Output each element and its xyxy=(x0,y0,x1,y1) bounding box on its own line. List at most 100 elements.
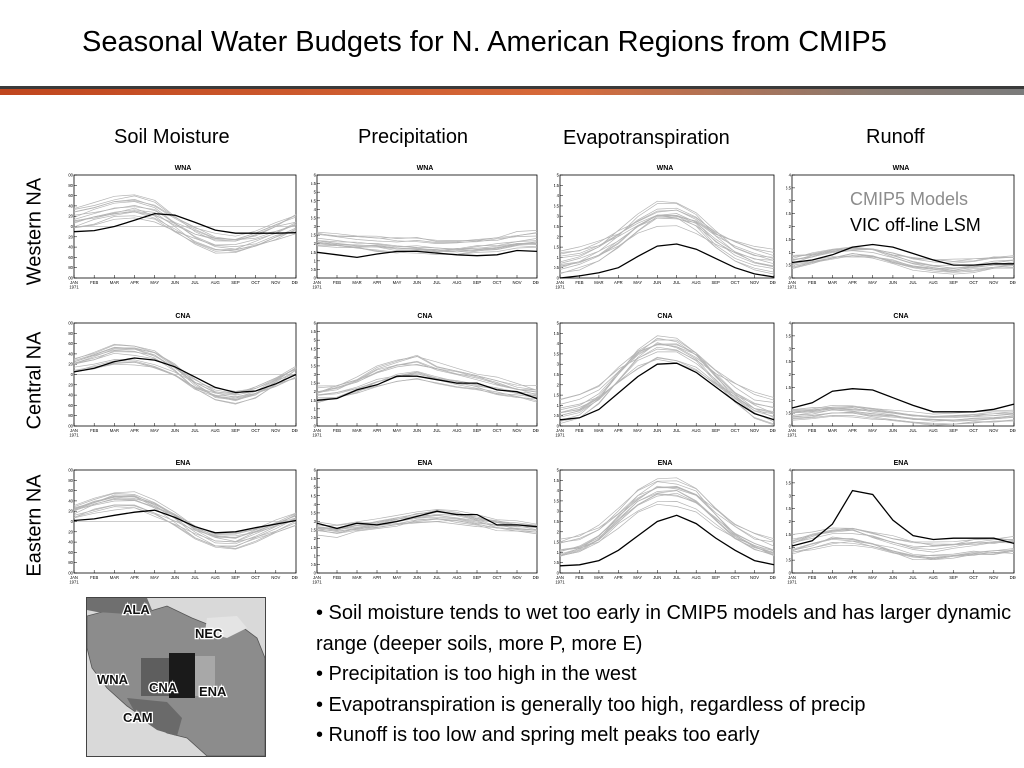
y-tick-label: 3.5 xyxy=(554,498,560,503)
series-line-cmip5-model xyxy=(73,350,297,404)
x-tick-label: OCT xyxy=(731,280,740,285)
series-line-cmip5-model xyxy=(559,217,775,274)
x-tick-label: OCT xyxy=(969,280,978,285)
x-tick-label: FEB xyxy=(808,428,816,433)
y-tick-label: 4 xyxy=(789,468,792,473)
x-tick-label: JUN xyxy=(171,280,179,285)
x-tick-label: MAR xyxy=(594,280,603,285)
series-line-cmip5-model xyxy=(791,540,1015,557)
x-tick-label: APR xyxy=(373,428,382,433)
y-tick-label: 40 xyxy=(68,203,73,208)
column-header-soil-moisture: Soil Moisture xyxy=(114,126,230,148)
y-tick-label: -60 xyxy=(68,550,74,555)
x-tick-label: MAR xyxy=(352,280,361,285)
series-line-cmip5-model xyxy=(791,412,1015,425)
y-tick-label: 0 xyxy=(314,571,317,576)
y-tick-label: 6 xyxy=(314,321,317,326)
x-tick-label: OCT xyxy=(493,428,502,433)
x-tick-label: JUL xyxy=(433,575,441,580)
series-line-vic xyxy=(559,514,775,567)
y-tick-label: 3 xyxy=(789,346,792,351)
y-tick-label: 60 xyxy=(68,341,73,346)
x-tick-label: AUG xyxy=(692,428,701,433)
y-tick-label: 0 xyxy=(557,571,560,576)
series-line-vic xyxy=(559,362,775,421)
map-label-cam: CAM xyxy=(123,710,153,725)
x-tick-label: MAY xyxy=(633,575,642,580)
series-line-cmip5-model xyxy=(316,516,538,529)
y-tick-label: 3 xyxy=(557,214,560,219)
y-tick-label: 2.5 xyxy=(311,233,317,238)
x-tick-label: JAN xyxy=(70,428,78,433)
x-tick-label: NOV xyxy=(750,428,759,433)
x-tick-label: JUN xyxy=(889,428,897,433)
x-tick-label: SEP xyxy=(949,428,958,433)
series-line-cmip5-model xyxy=(73,491,297,539)
map-label-ala: ALA xyxy=(123,602,150,617)
x-tick-label: APR xyxy=(130,280,139,285)
series-line-cmip5-model xyxy=(316,519,538,532)
plot-frame xyxy=(791,469,1015,574)
region-map-graphic: ALA NEC WNA CNA ENA CAM xyxy=(87,598,265,756)
x-tick-label: MAY xyxy=(150,575,159,580)
y-tick-label: 1.5 xyxy=(786,532,792,537)
x-tick-label: 1971 xyxy=(312,580,322,585)
column-header-evapotranspiration: Evapotranspiration xyxy=(563,127,730,149)
x-tick-label: JAN xyxy=(70,575,78,580)
series-line-cmip5-model xyxy=(73,207,297,254)
x-tick-label: FEB xyxy=(90,280,98,285)
x-tick-label: JAN xyxy=(556,575,564,580)
x-tick-label: JUL xyxy=(191,280,199,285)
y-tick-label: 4 xyxy=(557,193,560,198)
x-tick-label: JAN xyxy=(788,428,796,433)
y-tick-label: 3.5 xyxy=(786,185,792,190)
x-tick-label: 1971 xyxy=(69,580,79,585)
x-tick-label: NOV xyxy=(989,280,998,285)
y-tick-label: 1.5 xyxy=(554,245,560,250)
column-header-runoff: Runoff xyxy=(866,126,925,148)
x-tick-label: SEP xyxy=(473,575,482,580)
bullet-item: • Evapotranspiration is generally too hi… xyxy=(316,693,866,716)
x-tick-label: APR xyxy=(848,280,857,285)
series-line-cmip5-model xyxy=(316,240,538,250)
chart-title: CNA xyxy=(657,313,672,320)
x-tick-label: JUN xyxy=(171,575,179,580)
series-line-vic xyxy=(791,388,1015,413)
x-tick-label: MAY xyxy=(868,280,877,285)
y-tick-label: 4 xyxy=(314,502,317,507)
x-tick-label: MAR xyxy=(828,428,837,433)
x-tick-label: JUL xyxy=(673,575,681,580)
y-tick-label: 1.5 xyxy=(554,393,560,398)
map-label-wna: WNA xyxy=(97,672,129,687)
x-tick-label: MAY xyxy=(633,428,642,433)
bullet-item: • Soil moisture tends to wet too early i… xyxy=(316,602,1012,655)
map-label-cna: CNA xyxy=(149,680,178,695)
x-tick-label: 1971 xyxy=(69,433,79,438)
plot-frame xyxy=(559,322,775,427)
y-tick-label: 4 xyxy=(789,173,792,178)
x-tick-label: MAR xyxy=(594,428,603,433)
series-line-cmip5-model xyxy=(73,195,297,241)
series-line-cmip5-model xyxy=(73,211,297,252)
y-tick-label: -40 xyxy=(68,540,74,545)
x-tick-label: FEB xyxy=(575,428,583,433)
y-tick-label: 2 xyxy=(789,224,792,229)
x-tick-label: DEC xyxy=(292,428,298,433)
y-tick-label: 40 xyxy=(68,498,73,503)
region-map: ALA NEC WNA CNA ENA CAM xyxy=(86,597,266,757)
x-tick-label: OCT xyxy=(251,280,260,285)
x-tick-label: 1971 xyxy=(787,285,797,290)
x-tick-label: OCT xyxy=(251,575,260,580)
x-tick-label: SEP xyxy=(473,428,482,433)
y-tick-label: 3 xyxy=(557,509,560,514)
series-line-cmip5-model xyxy=(316,360,538,393)
y-tick-label: 4.5 xyxy=(554,331,560,336)
series-line-cmip5-model xyxy=(559,343,775,405)
plot-frame xyxy=(559,174,775,279)
y-tick-label: 20 xyxy=(68,509,73,514)
series-line-cmip5-model xyxy=(559,344,775,401)
series-line-cmip5-model xyxy=(559,485,775,551)
y-tick-label: 2.5 xyxy=(311,528,317,533)
